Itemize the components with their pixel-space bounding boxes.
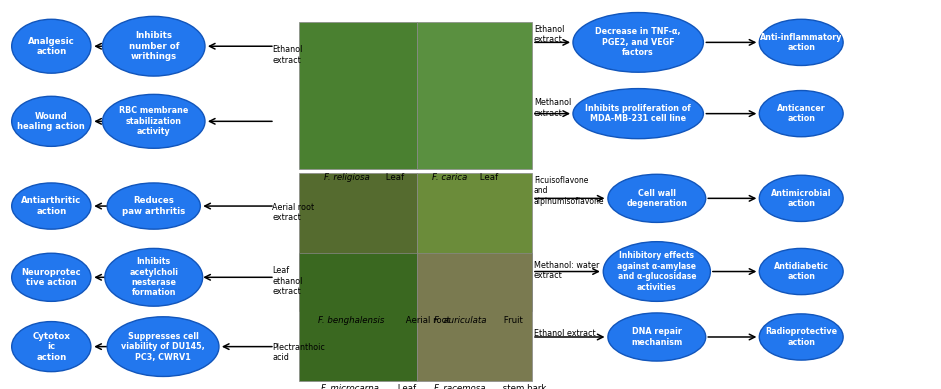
FancyBboxPatch shape [418, 173, 532, 311]
Ellipse shape [107, 317, 219, 377]
Text: Aerial root: Aerial root [403, 316, 450, 325]
Text: Inhibits
number of
writhings: Inhibits number of writhings [129, 32, 179, 61]
FancyBboxPatch shape [418, 253, 532, 380]
Text: Plectranthoic
acid: Plectranthoic acid [272, 343, 325, 362]
Text: Ethanol extract: Ethanol extract [534, 329, 596, 338]
Ellipse shape [11, 322, 91, 371]
Ellipse shape [573, 89, 703, 138]
Ellipse shape [759, 249, 843, 294]
Text: RBC membrane
stabilization
activity: RBC membrane stabilization activity [120, 107, 188, 136]
Ellipse shape [11, 19, 91, 73]
Text: F. religiosa: F. religiosa [325, 173, 370, 182]
Text: Leaf
ethanol
extract: Leaf ethanol extract [272, 266, 302, 296]
Text: stem bark: stem bark [500, 384, 547, 389]
Text: Inhibits
acetylcholi
nesterase
formation: Inhibits acetylcholi nesterase formation [129, 257, 178, 298]
Text: F. carica: F. carica [432, 173, 468, 182]
Text: DNA repair
mechanism: DNA repair mechanism [631, 327, 682, 347]
Text: Fruit: Fruit [502, 316, 523, 325]
Text: Antidiabetic
action: Antidiabetic action [774, 262, 829, 281]
FancyBboxPatch shape [299, 253, 418, 380]
Text: Anti-inflammatory
action: Anti-inflammatory action [760, 33, 842, 52]
Ellipse shape [759, 19, 843, 65]
Text: Cell wall
degeneration: Cell wall degeneration [627, 189, 687, 208]
Text: Anticancer
action: Anticancer action [777, 104, 825, 123]
Text: Leaf: Leaf [383, 173, 404, 182]
Ellipse shape [608, 174, 706, 223]
Text: F. microcarpa: F. microcarpa [322, 384, 379, 389]
Text: F. benghalensis: F. benghalensis [318, 316, 384, 325]
Text: Methanol: water
extract: Methanol: water extract [534, 261, 599, 280]
Text: Leaf: Leaf [477, 173, 499, 182]
Ellipse shape [107, 183, 200, 229]
Text: Ethanol
extract: Ethanol extract [272, 46, 302, 65]
Text: Inhibits proliferation of
MDA-MB-231 cell line: Inhibits proliferation of MDA-MB-231 cel… [585, 104, 691, 123]
Ellipse shape [103, 95, 205, 148]
Ellipse shape [11, 183, 91, 229]
Ellipse shape [573, 12, 703, 72]
Text: F. auriculata: F. auriculata [434, 316, 486, 325]
Text: Antimicrobial
action: Antimicrobial action [771, 189, 832, 208]
Ellipse shape [759, 91, 843, 137]
Ellipse shape [103, 16, 205, 76]
Ellipse shape [603, 242, 710, 301]
Text: Ethanol
extract: Ethanol extract [534, 25, 565, 44]
Ellipse shape [759, 314, 843, 360]
Text: Suppresses cell
viability of DU145,
PC3, CWRV1: Suppresses cell viability of DU145, PC3,… [121, 332, 205, 361]
Text: Antiarthritic
action: Antiarthritic action [21, 196, 82, 216]
Text: Leaf: Leaf [395, 384, 417, 389]
Text: Analgesic
action: Analgesic action [28, 37, 74, 56]
Text: Methanol
extract: Methanol extract [534, 98, 571, 117]
Text: Wound
healing action: Wound healing action [18, 112, 85, 131]
Ellipse shape [11, 253, 91, 301]
Ellipse shape [759, 175, 843, 221]
Text: Decrease in TNF-α,
PGE2, and VEGF
factors: Decrease in TNF-α, PGE2, and VEGF factor… [596, 28, 681, 57]
Text: Inhibitory effects
against α-amylase
and α-glucosidase
activities: Inhibitory effects against α-amylase and… [617, 251, 696, 292]
Text: Radioprotective
action: Radioprotective action [765, 327, 837, 347]
FancyBboxPatch shape [299, 173, 418, 311]
Text: Ficuisoflavone
and
alpinumisoflavone: Ficuisoflavone and alpinumisoflavone [534, 176, 604, 205]
Ellipse shape [608, 313, 706, 361]
Text: Reduces
paw arthritis: Reduces paw arthritis [122, 196, 185, 216]
Text: Neuroprotec
tive action: Neuroprotec tive action [22, 268, 81, 287]
Text: Aerial root
extract: Aerial root extract [272, 203, 314, 222]
Ellipse shape [11, 96, 91, 146]
Text: F. racemosa: F. racemosa [434, 384, 486, 389]
FancyBboxPatch shape [418, 22, 532, 169]
Text: Cytotox
ic
action: Cytotox ic action [32, 332, 71, 361]
FancyBboxPatch shape [299, 22, 418, 169]
Ellipse shape [104, 249, 202, 306]
